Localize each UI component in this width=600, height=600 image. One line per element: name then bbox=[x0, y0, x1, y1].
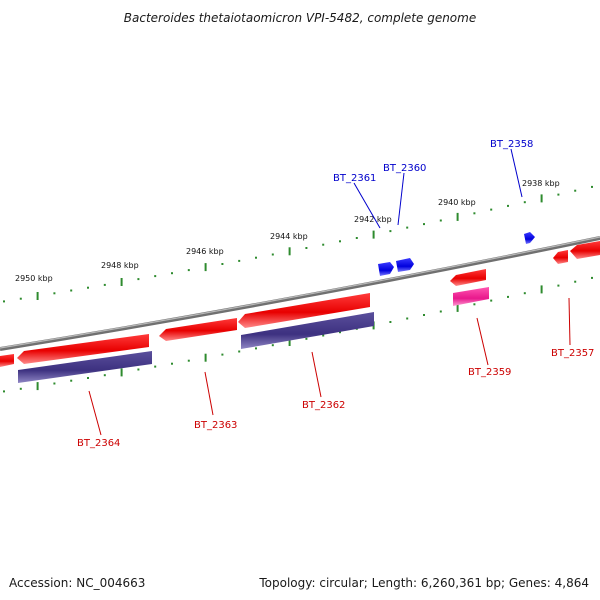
kbp-label: 2950 kbp bbox=[15, 274, 53, 283]
gene-arrow-forward[interactable] bbox=[524, 232, 535, 244]
scale-ticks-upper bbox=[3, 185, 593, 303]
gene-label-leader bbox=[568, 297, 571, 346]
kbp-label: 2944 kbp bbox=[270, 232, 308, 241]
gene-label-leader bbox=[311, 351, 322, 398]
topology-text: Topology: circular; Length: 6,260,361 bp… bbox=[258, 576, 589, 590]
gene-label-leader bbox=[397, 172, 405, 226]
gene-label-leader bbox=[204, 371, 214, 416]
gene-label-leader bbox=[88, 390, 102, 436]
gene-arrow-reverse[interactable] bbox=[0, 354, 14, 367]
genome-backbone-highlight bbox=[0, 236, 600, 349]
gene-arrow-reverse[interactable] bbox=[570, 241, 600, 259]
gene-label-reverse[interactable]: BT_2362 bbox=[302, 400, 345, 411]
gene-arrow-reverse[interactable] bbox=[159, 318, 237, 341]
gene-label-leader bbox=[353, 182, 381, 229]
kbp-label: 2940 kbp bbox=[438, 198, 476, 207]
gene-label-forward[interactable]: BT_2358 bbox=[490, 139, 533, 150]
gene-label-forward[interactable]: BT_2360 bbox=[383, 163, 426, 174]
gene-arrow-forward[interactable] bbox=[396, 258, 414, 272]
genome-backbone bbox=[0, 236, 600, 351]
cds-bar-highlight[interactable] bbox=[453, 287, 489, 306]
gene-arrow-forward[interactable] bbox=[378, 262, 394, 276]
map-title: Bacteroides thetaiotaomicron VPI-5482, c… bbox=[124, 11, 476, 25]
kbp-label: 2942 kbp bbox=[354, 215, 392, 224]
cds-bar-reverse[interactable] bbox=[241, 312, 374, 349]
gene-label-forward[interactable]: BT_2361 bbox=[333, 173, 376, 184]
gene-label-reverse[interactable]: BT_2359 bbox=[468, 367, 511, 378]
kbp-label: 2946 kbp bbox=[186, 247, 224, 256]
kbp-label: 2938 kbp bbox=[522, 179, 560, 188]
gene-arrow-reverse[interactable] bbox=[238, 293, 370, 328]
gene-label-reverse[interactable]: BT_2363 bbox=[194, 420, 237, 431]
gene-label-leader bbox=[476, 317, 489, 366]
gene-arrow-reverse[interactable] bbox=[17, 334, 149, 364]
gene-arrow-reverse[interactable] bbox=[553, 250, 568, 264]
gene-arrow-reverse[interactable] bbox=[450, 269, 486, 286]
kbp-label: 2948 kbp bbox=[101, 261, 139, 270]
gene-label-reverse[interactable]: BT_2364 bbox=[77, 438, 120, 449]
gene-label-reverse[interactable]: BT_2357 bbox=[551, 348, 594, 359]
cds-bar-reverse[interactable] bbox=[18, 351, 152, 383]
gene-label-leader bbox=[510, 148, 523, 198]
accession-text: Accession: NC_004663 bbox=[9, 576, 145, 590]
